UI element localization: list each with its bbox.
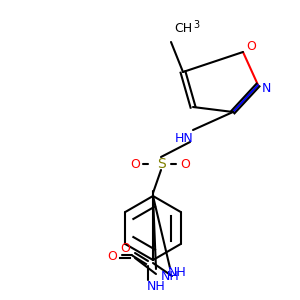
Text: S: S bbox=[157, 157, 165, 171]
Text: NH: NH bbox=[160, 271, 179, 284]
Text: 3: 3 bbox=[193, 20, 199, 30]
Text: N: N bbox=[261, 82, 271, 95]
Text: O: O bbox=[246, 40, 256, 52]
Text: O: O bbox=[120, 242, 130, 254]
Text: NH: NH bbox=[147, 280, 165, 293]
Text: O: O bbox=[180, 158, 190, 170]
Text: O: O bbox=[107, 250, 117, 262]
Text: CH: CH bbox=[174, 22, 192, 34]
Text: NH: NH bbox=[168, 266, 186, 280]
Text: O: O bbox=[130, 158, 140, 170]
Text: HN: HN bbox=[175, 131, 194, 145]
